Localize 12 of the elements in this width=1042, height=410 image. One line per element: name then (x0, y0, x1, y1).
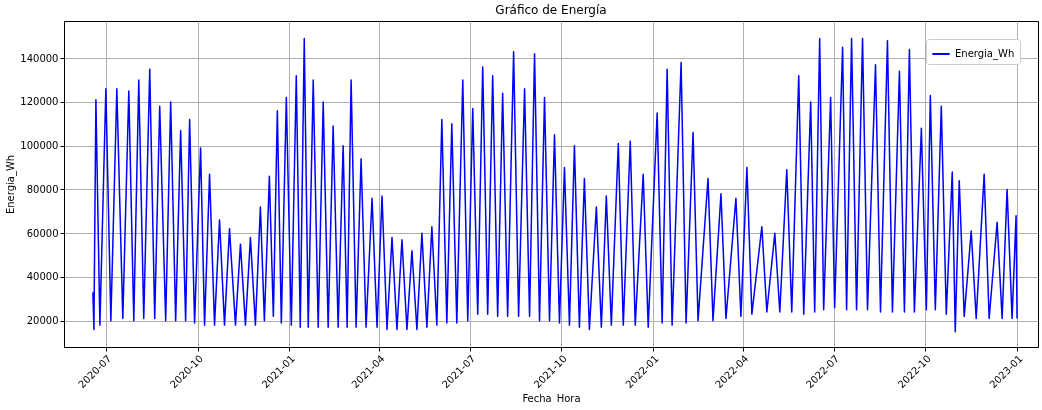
y-tick-label: 40000 (26, 271, 59, 283)
y-axis-title: Energia_Wh (5, 154, 18, 215)
legend-label: Energia_Wh (955, 48, 1015, 60)
y-tick-label: 80000 (26, 183, 59, 195)
y-tick-label: 100000 (20, 140, 59, 152)
y-tick-label: 120000 (20, 96, 59, 108)
y-tick-label: 140000 (20, 52, 59, 64)
chart-title: Gráfico de Energía (495, 3, 607, 17)
x-axis-title: Fecha_Hora (522, 393, 581, 406)
y-tick-label: 20000 (26, 315, 59, 327)
y-tick-label: 60000 (26, 227, 59, 239)
line-series (92, 37, 1018, 333)
